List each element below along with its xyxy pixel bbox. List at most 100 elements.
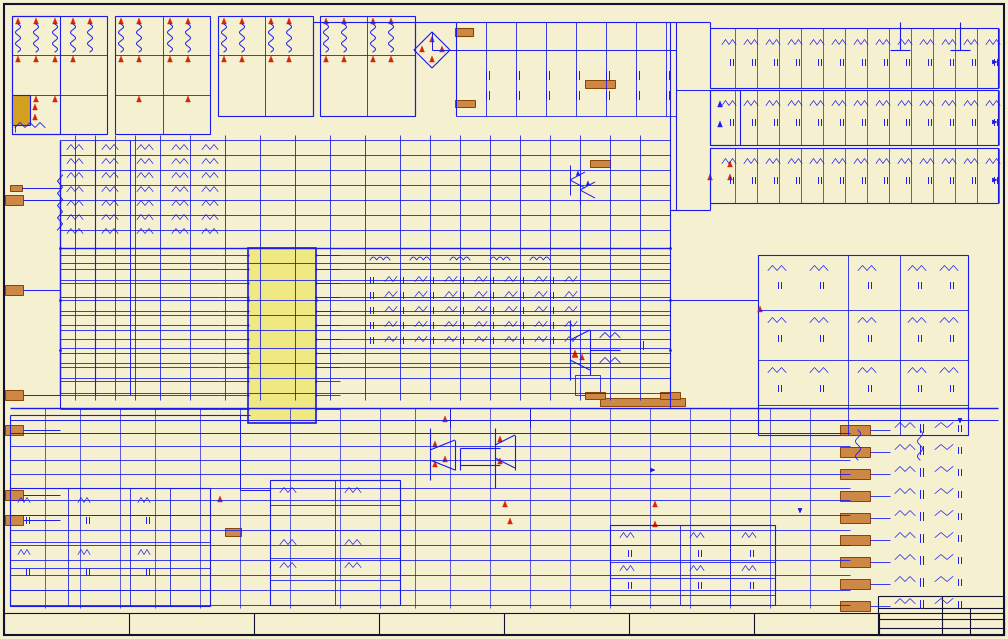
Polygon shape — [15, 56, 20, 62]
Polygon shape — [498, 436, 502, 442]
Polygon shape — [185, 18, 191, 24]
Polygon shape — [52, 96, 57, 102]
Polygon shape — [371, 56, 375, 62]
Bar — [12, 16, 60, 134]
Polygon shape — [71, 56, 76, 62]
Polygon shape — [33, 56, 38, 62]
Bar — [455, 100, 475, 107]
Polygon shape — [119, 18, 123, 24]
Polygon shape — [432, 461, 437, 467]
Polygon shape — [33, 18, 38, 24]
Polygon shape — [342, 18, 347, 24]
Polygon shape — [498, 458, 502, 464]
Polygon shape — [222, 18, 227, 24]
Bar — [10, 185, 22, 191]
Bar — [5, 390, 23, 400]
Polygon shape — [580, 354, 585, 360]
Bar — [10, 488, 210, 606]
Polygon shape — [52, 56, 57, 62]
Bar — [600, 398, 685, 406]
Polygon shape — [286, 18, 291, 24]
Polygon shape — [443, 416, 448, 422]
Bar — [5, 425, 23, 435]
Bar — [5, 285, 23, 295]
Bar — [575, 375, 600, 395]
Polygon shape — [167, 56, 172, 62]
Polygon shape — [758, 306, 762, 312]
Polygon shape — [185, 96, 191, 102]
Bar — [225, 528, 241, 536]
Polygon shape — [419, 46, 424, 52]
Polygon shape — [389, 56, 393, 62]
Bar — [710, 90, 740, 145]
Polygon shape — [268, 18, 273, 24]
Polygon shape — [218, 496, 223, 502]
Polygon shape — [572, 350, 578, 357]
Bar — [248, 248, 316, 423]
Polygon shape — [15, 96, 20, 102]
Bar — [840, 601, 870, 611]
Bar — [5, 490, 23, 500]
Bar — [12, 16, 107, 134]
Polygon shape — [443, 456, 448, 462]
Polygon shape — [718, 121, 723, 127]
Polygon shape — [240, 18, 244, 24]
Polygon shape — [652, 501, 657, 507]
Bar — [455, 28, 473, 36]
Polygon shape — [503, 501, 507, 507]
Polygon shape — [432, 441, 437, 447]
Bar — [758, 255, 968, 435]
Bar — [840, 491, 870, 501]
Polygon shape — [185, 56, 191, 62]
Polygon shape — [371, 18, 375, 24]
Polygon shape — [15, 18, 20, 24]
Polygon shape — [324, 18, 329, 24]
Polygon shape — [324, 56, 329, 62]
Bar — [840, 535, 870, 545]
Polygon shape — [587, 181, 590, 185]
Bar — [585, 80, 615, 88]
Polygon shape — [429, 56, 434, 62]
Bar — [5, 195, 23, 205]
Polygon shape — [137, 18, 141, 24]
Polygon shape — [508, 518, 512, 524]
Bar — [115, 16, 210, 134]
Bar — [840, 447, 870, 457]
Bar — [5, 515, 23, 525]
Bar — [610, 525, 775, 605]
Polygon shape — [728, 161, 733, 167]
Bar — [660, 392, 680, 399]
Bar — [840, 469, 870, 479]
Bar — [585, 392, 605, 399]
Polygon shape — [708, 174, 713, 180]
Bar — [840, 579, 870, 589]
Polygon shape — [577, 171, 580, 176]
Bar — [320, 16, 415, 116]
Polygon shape — [32, 104, 37, 110]
Polygon shape — [286, 56, 291, 62]
Polygon shape — [88, 18, 93, 24]
Polygon shape — [652, 521, 657, 527]
Polygon shape — [119, 56, 123, 62]
Polygon shape — [137, 56, 141, 62]
Polygon shape — [429, 36, 434, 42]
Polygon shape — [167, 18, 172, 24]
Polygon shape — [268, 56, 273, 62]
Bar — [218, 16, 313, 116]
Polygon shape — [439, 46, 445, 52]
Polygon shape — [240, 56, 244, 62]
Bar — [840, 513, 870, 523]
Polygon shape — [32, 114, 37, 120]
Bar — [710, 148, 998, 203]
Bar — [840, 557, 870, 567]
Polygon shape — [52, 18, 57, 24]
Polygon shape — [389, 18, 393, 24]
Polygon shape — [33, 96, 38, 102]
Bar — [840, 425, 870, 435]
Bar — [270, 480, 400, 605]
Polygon shape — [728, 174, 733, 180]
Bar — [710, 90, 998, 145]
Polygon shape — [137, 96, 141, 102]
Polygon shape — [222, 56, 227, 62]
Bar — [710, 28, 998, 88]
